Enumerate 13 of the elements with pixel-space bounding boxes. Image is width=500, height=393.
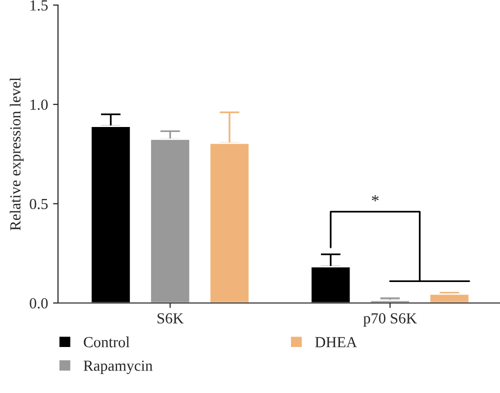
bar xyxy=(370,300,411,304)
x-tick-label: p70 S6K xyxy=(363,313,417,327)
bar xyxy=(428,293,470,304)
y-tick-label: 1.0 xyxy=(30,100,48,110)
legend-label: Control xyxy=(84,336,130,348)
annotation: * xyxy=(372,195,379,202)
y-axis-title: Relative expression level xyxy=(10,78,24,230)
x-tick-label: S6K xyxy=(158,313,184,324)
y-tick-label: 0.5 xyxy=(30,198,48,210)
y-tick-label: 0.0 xyxy=(30,298,48,309)
legend-label: Rapamycin xyxy=(84,360,153,374)
legend-label: DHEA xyxy=(315,337,358,348)
y-tick-label: 1.5 xyxy=(30,0,48,11)
